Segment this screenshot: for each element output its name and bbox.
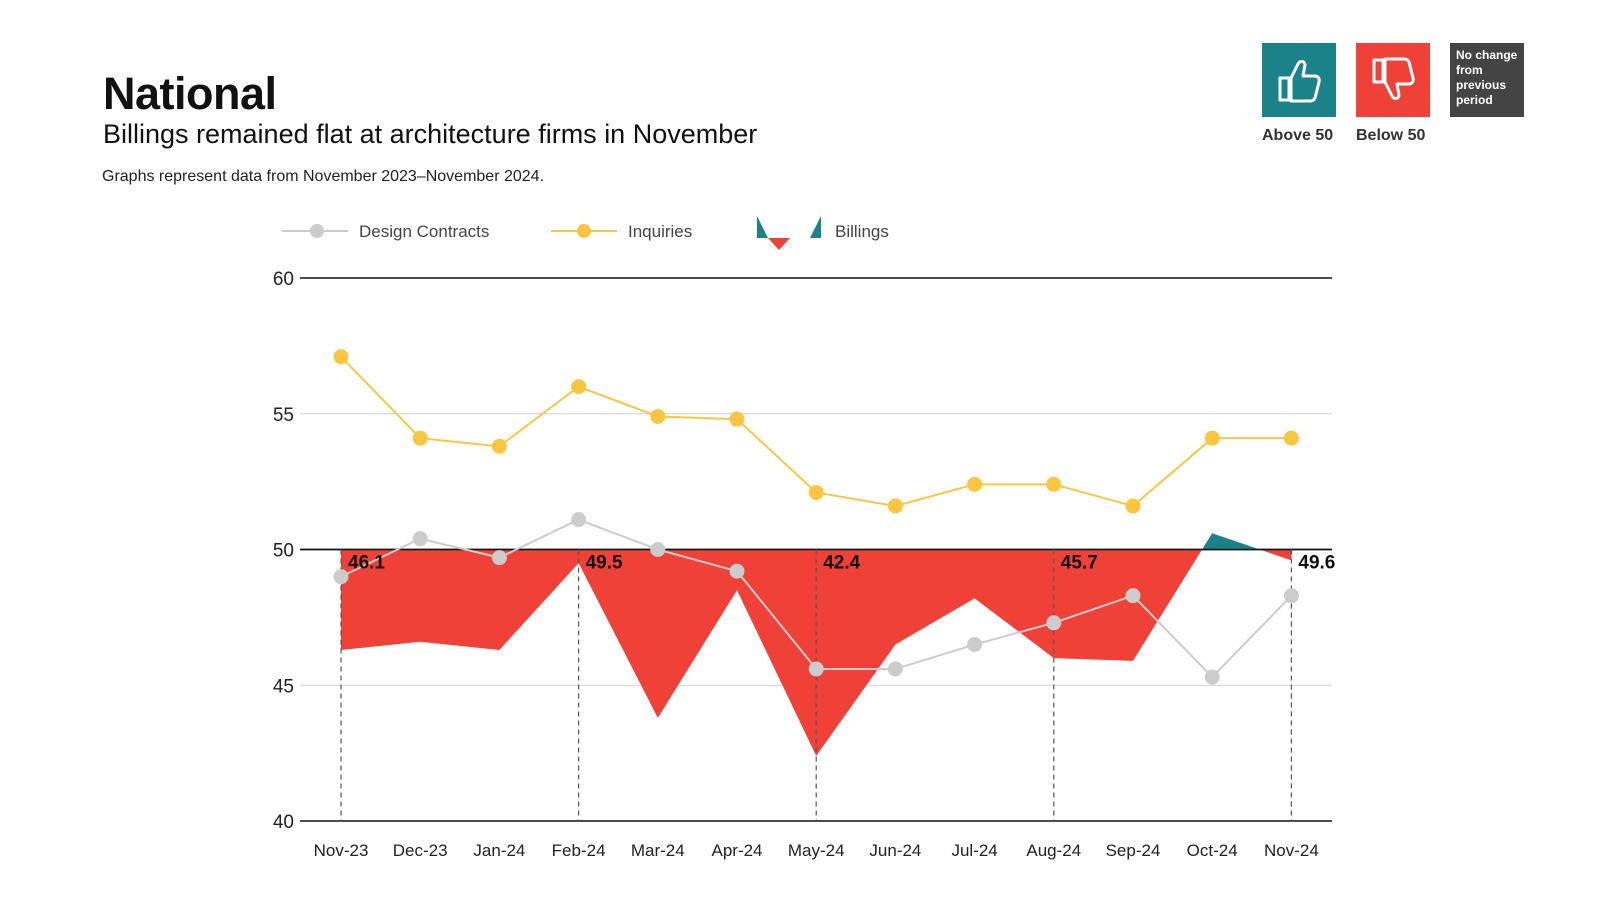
inquiries-point	[808, 484, 824, 500]
chart-labels: 46.1 49.5 42.4 45.7 49.6	[348, 553, 1335, 574]
x-tick-label: Jun-24	[869, 841, 921, 860]
inquiries-point	[1125, 498, 1141, 514]
x-tick-label: Apr-24	[711, 841, 762, 860]
legend-inquiries-label: Inquiries	[628, 222, 692, 241]
design-contracts-point	[491, 550, 507, 566]
design-contracts-point	[1125, 588, 1141, 604]
x-tick-label: Jul-24	[951, 841, 997, 860]
billings-value-label: 42.4	[823, 553, 860, 574]
design-contracts-point	[1204, 669, 1220, 685]
billings-area-segment	[341, 549, 1203, 756]
legend-billings-label: Billings	[835, 222, 889, 241]
y-tick-label: 45	[273, 676, 294, 697]
x-tick-label: Nov-23	[314, 841, 369, 860]
design-contracts-point	[333, 569, 349, 585]
billings-value-label: 49.6	[1298, 553, 1335, 574]
design-contracts-point	[808, 661, 824, 677]
data-range-note: Graphs represent data from November 2023…	[102, 168, 545, 185]
x-tick-label: Mar-24	[631, 841, 685, 860]
inquiries-point	[491, 438, 507, 454]
y-tick-label: 50	[273, 541, 294, 562]
badge-no-change: No change from previous period	[1450, 43, 1524, 117]
thumbs-up-icon	[1262, 43, 1336, 117]
badge-above-50: Above 50	[1262, 43, 1336, 145]
billings-area-segment	[1259, 549, 1292, 561]
legend-inquiries-dot	[577, 224, 591, 238]
legend-design-dot	[310, 224, 324, 238]
billings-value-label: 46.1	[348, 553, 385, 574]
inquiries-point	[729, 411, 745, 427]
inquiries-line	[340, 356, 1292, 508]
x-tick-label: Oct-24	[1187, 841, 1238, 860]
page-subtitle: Billings remained flat at architecture f…	[103, 119, 758, 149]
design-contracts-point	[729, 563, 745, 579]
inquiries-point	[967, 476, 983, 492]
inquiries-point	[571, 379, 587, 395]
x-tick-label: May-24	[788, 841, 845, 860]
thumbs-down-icon	[1356, 43, 1430, 117]
legend-design-label: Design Contracts	[359, 222, 489, 241]
x-tick-label: Aug-24	[1026, 841, 1081, 860]
inquiries-point	[1204, 430, 1220, 446]
billings-area-segment	[1202, 533, 1260, 550]
design-contracts-point	[571, 512, 587, 528]
inquiries-point	[412, 430, 428, 446]
badge-label-above: Above 50	[1262, 127, 1334, 144]
design-contracts-point	[887, 661, 903, 677]
annotation-lines	[340, 549, 1293, 821]
inquiries-point	[1046, 476, 1062, 492]
design-contracts-point	[650, 542, 666, 557]
legend-billings-above-left	[757, 216, 768, 238]
x-tick-label: Dec-23	[393, 841, 448, 860]
design-contracts-point	[1283, 588, 1299, 604]
badge-no-change-text: No change from previous period	[1450, 43, 1524, 117]
y-tick-label: 55	[273, 405, 294, 426]
x-tick-label: Nov-24	[1264, 841, 1319, 860]
design-contracts-point	[1046, 615, 1062, 631]
badge-label-below: Below 50	[1356, 127, 1426, 144]
legend-billings-below	[768, 238, 790, 250]
design-contracts-point	[412, 531, 428, 547]
y-tick-label: 40	[273, 812, 294, 833]
design-contracts-point	[967, 637, 983, 653]
inquiries-point	[333, 349, 349, 365]
billings-value-label: 45.7	[1061, 553, 1098, 574]
x-tick-label: Sep-24	[1106, 841, 1161, 860]
chart-legend: Design Contracts Inquiries Billings	[282, 216, 889, 250]
x-tick-label: Jan-24	[473, 841, 525, 860]
legend-billings-above-right	[810, 216, 821, 238]
x-tick-label: Feb-24	[552, 841, 606, 860]
billings-value-label: 49.5	[586, 553, 623, 574]
series-points	[333, 349, 1299, 685]
inquiries-point	[650, 408, 666, 424]
page-title: National	[103, 68, 277, 119]
badge-below-50: Below 50	[1356, 43, 1430, 145]
inquiries-point	[887, 498, 903, 514]
inquiries-point	[1283, 430, 1299, 446]
y-tick-label: 60	[273, 269, 294, 290]
